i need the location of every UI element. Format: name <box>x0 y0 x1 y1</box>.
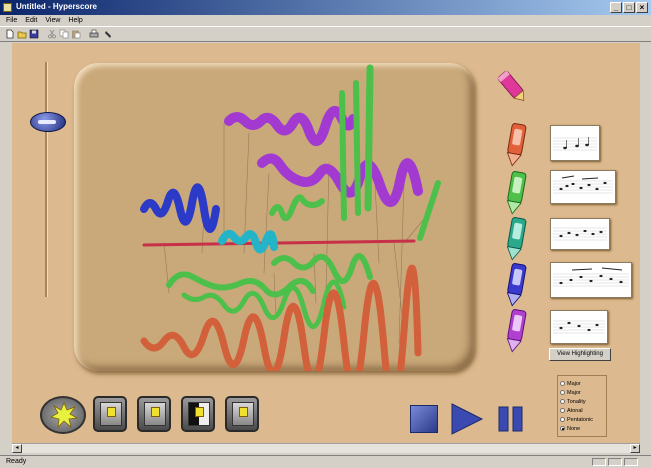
app-icon <box>3 3 12 12</box>
harmony-option[interactable]: Major <box>560 379 604 388</box>
stroke-green-squiggle[interactable] <box>269 194 325 222</box>
stroke-red[interactable] <box>142 239 416 247</box>
paste-icon[interactable] <box>71 29 81 39</box>
status-bar: Ready <box>0 455 651 468</box>
window-title: Untitled - Hyperscore <box>16 2 97 11</box>
stroke-cyan[interactable] <box>218 229 278 254</box>
horizontal-scrollbar[interactable]: ◂ ▸ <box>12 443 640 453</box>
copy-icon[interactable] <box>59 29 69 39</box>
style-button-3[interactable] <box>181 396 215 432</box>
scroll-right-icon[interactable]: ▸ <box>630 444 640 453</box>
radio-button[interactable] <box>560 408 565 413</box>
pencil-tool[interactable] <box>494 66 532 106</box>
stroke-green-bar-3[interactable] <box>364 64 374 212</box>
status-pane <box>592 458 606 466</box>
pause-button[interactable] <box>496 405 526 433</box>
radio-button[interactable] <box>560 417 565 422</box>
stroke-blue[interactable] <box>140 183 220 233</box>
cut-icon[interactable] <box>47 29 57 39</box>
close-button[interactable]: × <box>636 2 648 13</box>
radio-button-selected[interactable] <box>560 426 565 431</box>
motif-score-3[interactable] <box>550 218 610 250</box>
harmony-option[interactable]: Major <box>560 388 604 397</box>
title-bar: Untitled - Hyperscore _ □ × <box>0 0 651 15</box>
print-icon[interactable] <box>89 29 99 39</box>
stroke-purple-1[interactable] <box>224 106 358 146</box>
motif-score-2[interactable] <box>550 170 616 204</box>
stroke-purple-2[interactable] <box>257 153 423 207</box>
burst-button[interactable] <box>40 396 86 434</box>
slider-thumb[interactable] <box>30 112 66 132</box>
motif-pencil-1[interactable] <box>500 120 532 168</box>
harmony-option[interactable]: Pentatonic <box>560 415 604 424</box>
motif-pencil-3[interactable] <box>500 214 532 262</box>
stroke-green-bar-2[interactable] <box>353 80 361 216</box>
status-text: Ready <box>6 458 27 465</box>
stop-button[interactable] <box>410 405 438 433</box>
radio-button[interactable] <box>560 390 565 395</box>
stroke-green-bar-1[interactable] <box>339 90 347 221</box>
radio-button[interactable] <box>560 381 565 386</box>
style-icon <box>100 402 122 426</box>
motif-pencil-2[interactable] <box>500 168 532 216</box>
toolbar <box>0 26 651 42</box>
style-icon <box>232 402 254 426</box>
menu-view[interactable]: View <box>45 17 61 24</box>
sketch-strokes[interactable] <box>74 63 474 371</box>
motif-pencil-4[interactable] <box>500 260 532 308</box>
minimize-button[interactable]: _ <box>610 2 622 13</box>
harmony-option[interactable]: Atonal <box>560 406 604 415</box>
scroll-left-icon[interactable]: ◂ <box>12 444 22 453</box>
menu-edit[interactable]: Edit <box>25 17 38 24</box>
play-button[interactable] <box>448 402 484 436</box>
status-pane <box>608 458 622 466</box>
style-button-1[interactable] <box>93 396 127 432</box>
explosion-icon <box>50 402 78 428</box>
harmony-option[interactable]: Tonality <box>560 397 604 406</box>
save-icon[interactable] <box>29 29 39 39</box>
new-icon[interactable] <box>5 29 15 39</box>
style-icon <box>188 402 210 426</box>
view-highlighting-button[interactable]: View Highlighting <box>549 348 611 361</box>
menu-file[interactable]: File <box>6 17 18 24</box>
motif-score-1[interactable] <box>550 125 600 161</box>
status-pane <box>624 458 638 466</box>
stroke-green-wave-3[interactable] <box>181 279 347 329</box>
help-icon[interactable] <box>103 29 113 39</box>
slider-track[interactable] <box>45 62 48 297</box>
maximize-button[interactable]: □ <box>623 2 635 13</box>
stroke-green-wave-1[interactable] <box>166 271 316 298</box>
motif-score-4[interactable] <box>550 262 632 298</box>
stroke-green-short[interactable] <box>417 180 441 241</box>
stroke-green-wave-2[interactable] <box>271 253 373 284</box>
menu-bar: File Edit View Help <box>0 15 651 26</box>
stroke-orange[interactable] <box>140 264 422 371</box>
radio-button[interactable] <box>560 399 565 404</box>
style-icon <box>144 402 166 426</box>
motif-pencil-5[interactable] <box>500 306 532 354</box>
menu-help[interactable]: Help <box>68 17 83 24</box>
style-button-2[interactable] <box>137 396 171 432</box>
style-button-4[interactable] <box>225 396 259 432</box>
open-icon[interactable] <box>17 29 27 39</box>
motif-score-5[interactable] <box>550 310 608 344</box>
harmony-radio-group: Major Major Tonality Atonal Pentatonic N… <box>557 375 607 437</box>
harmony-option[interactable]: None <box>560 424 604 433</box>
